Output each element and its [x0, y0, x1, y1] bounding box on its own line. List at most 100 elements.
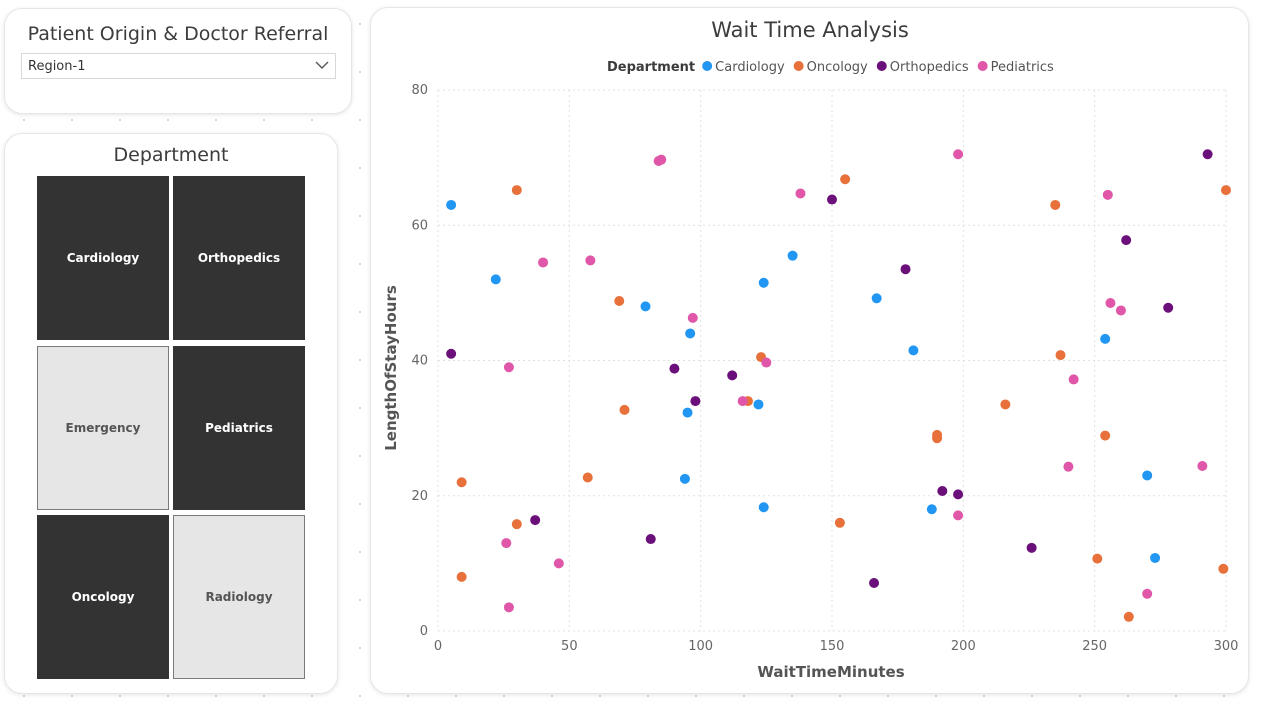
point-oncology[interactable] [614, 295, 625, 306]
point-pediatrics[interactable] [1142, 588, 1153, 599]
point-cardiology[interactable] [490, 274, 501, 285]
point-oncology[interactable] [1050, 199, 1061, 210]
point-cardiology[interactable] [679, 473, 690, 484]
point-oncology[interactable] [1100, 430, 1111, 441]
point-pediatrics[interactable] [501, 538, 512, 549]
point-orthopedics[interactable] [900, 264, 911, 275]
x-tick-label: 50 [561, 639, 578, 654]
point-oncology[interactable] [1092, 553, 1103, 564]
point-orthopedics[interactable] [1121, 235, 1132, 246]
point-orthopedics[interactable] [1202, 149, 1213, 160]
point-oncology[interactable] [932, 433, 943, 444]
point-oncology[interactable] [1123, 611, 1134, 622]
point-pediatrics[interactable] [953, 149, 964, 160]
region-dropdown[interactable]: Region-1 [21, 53, 336, 79]
point-oncology[interactable] [511, 519, 522, 530]
point-pediatrics[interactable] [737, 396, 748, 407]
point-oncology[interactable] [619, 404, 630, 415]
point-pediatrics[interactable] [538, 257, 549, 268]
point-pediatrics[interactable] [553, 558, 564, 569]
point-orthopedics[interactable] [1163, 302, 1174, 313]
point-cardiology[interactable] [871, 293, 882, 304]
point-orthopedics[interactable] [530, 515, 541, 526]
point-orthopedics[interactable] [827, 194, 837, 205]
point-orthopedics[interactable] [953, 489, 964, 500]
point-cardiology[interactable] [908, 345, 919, 356]
point-oncology[interactable] [1218, 563, 1229, 574]
x-tick-label: 150 [820, 639, 845, 654]
y-tick-label: 40 [411, 354, 428, 369]
point-pediatrics[interactable] [761, 357, 772, 368]
point-oncology[interactable] [456, 571, 467, 582]
point-oncology[interactable] [582, 472, 593, 483]
point-pediatrics[interactable] [1105, 298, 1116, 309]
legend-title: Department [607, 60, 695, 75]
x-tick-label: 200 [951, 639, 976, 654]
point-pediatrics[interactable] [1102, 189, 1113, 200]
point-cardiology[interactable] [787, 250, 798, 261]
x-axis-title: WaitTimeMinutes [757, 663, 904, 681]
department-slicer-title: Department [113, 144, 229, 166]
point-oncology[interactable] [456, 477, 467, 488]
point-cardiology[interactable] [682, 407, 693, 418]
point-pediatrics[interactable] [503, 362, 514, 373]
data-points [446, 149, 1231, 622]
chart-legend: Department Cardiology Oncology Orthopedics… [607, 60, 1054, 75]
point-orthopedics[interactable] [690, 396, 701, 407]
x-tick-label: 250 [1082, 639, 1107, 654]
point-pediatrics[interactable] [503, 602, 514, 613]
tile-oncology[interactable]: Oncology [37, 515, 169, 679]
legend-marker-pediatrics [977, 61, 988, 71]
tile-emergency[interactable]: Emergency [37, 346, 169, 510]
point-orthopedics[interactable] [669, 363, 680, 374]
region-dropdown-value: Region-1 [28, 59, 86, 74]
point-oncology[interactable] [834, 517, 845, 528]
y-tick-label: 20 [411, 489, 428, 504]
point-oncology[interactable] [1221, 185, 1231, 196]
chevron-down-icon [315, 61, 329, 69]
point-pediatrics[interactable] [687, 312, 698, 323]
point-cardiology[interactable] [640, 301, 651, 312]
point-pediatrics[interactable] [585, 255, 596, 266]
point-pediatrics[interactable] [656, 154, 667, 165]
chart-title: Wait Time Analysis [711, 18, 909, 42]
department-slicer-card: Department Cardiology Orthopedics Emerge… [4, 133, 338, 694]
point-oncology[interactable] [840, 174, 851, 185]
tile-orthopedics[interactable]: Orthopedics [173, 176, 305, 340]
point-orthopedics[interactable] [869, 577, 880, 588]
point-cardiology[interactable] [758, 277, 769, 288]
point-orthopedics[interactable] [1026, 542, 1037, 553]
legend-marker-cardiology [702, 61, 713, 71]
point-cardiology[interactable] [758, 502, 769, 513]
point-pediatrics[interactable] [795, 188, 806, 199]
point-oncology[interactable] [1055, 350, 1066, 361]
point-oncology[interactable] [1000, 399, 1011, 410]
tile-cardiology[interactable]: Cardiology [37, 176, 169, 340]
point-oncology[interactable] [511, 185, 522, 196]
region-slicer-card: Patient Origin & Doctor Referral Region-… [4, 8, 352, 114]
scatter-chart: Wait Time Analysis Department Cardiology… [382, 18, 1239, 681]
point-cardiology[interactable] [753, 399, 764, 410]
point-orthopedics[interactable] [937, 486, 948, 497]
point-pediatrics[interactable] [1197, 460, 1208, 471]
point-cardiology[interactable] [446, 199, 457, 210]
point-orthopedics[interactable] [446, 348, 457, 359]
point-pediatrics[interactable] [1068, 374, 1079, 385]
point-pediatrics[interactable] [953, 510, 964, 521]
point-pediatrics[interactable] [1115, 305, 1126, 316]
x-tick-label: 100 [688, 639, 713, 654]
point-cardiology[interactable] [685, 328, 696, 339]
point-cardiology[interactable] [1150, 552, 1161, 563]
point-orthopedics[interactable] [727, 370, 738, 381]
legend-label-oncology: Oncology [807, 60, 868, 75]
point-cardiology[interactable] [926, 504, 937, 515]
tile-pediatrics[interactable]: Pediatrics [173, 346, 305, 510]
y-tick-label: 60 [411, 218, 428, 233]
point-pediatrics[interactable] [1063, 461, 1074, 472]
tile-radiology[interactable]: Radiology [173, 515, 305, 679]
x-axis-ticks: 0 50 100 150 200 250 300 [434, 639, 1239, 654]
point-cardiology[interactable] [1100, 333, 1111, 344]
y-axis-ticks: 0 20 40 60 80 [411, 83, 428, 639]
point-orthopedics[interactable] [645, 534, 656, 545]
point-cardiology[interactable] [1142, 470, 1153, 481]
